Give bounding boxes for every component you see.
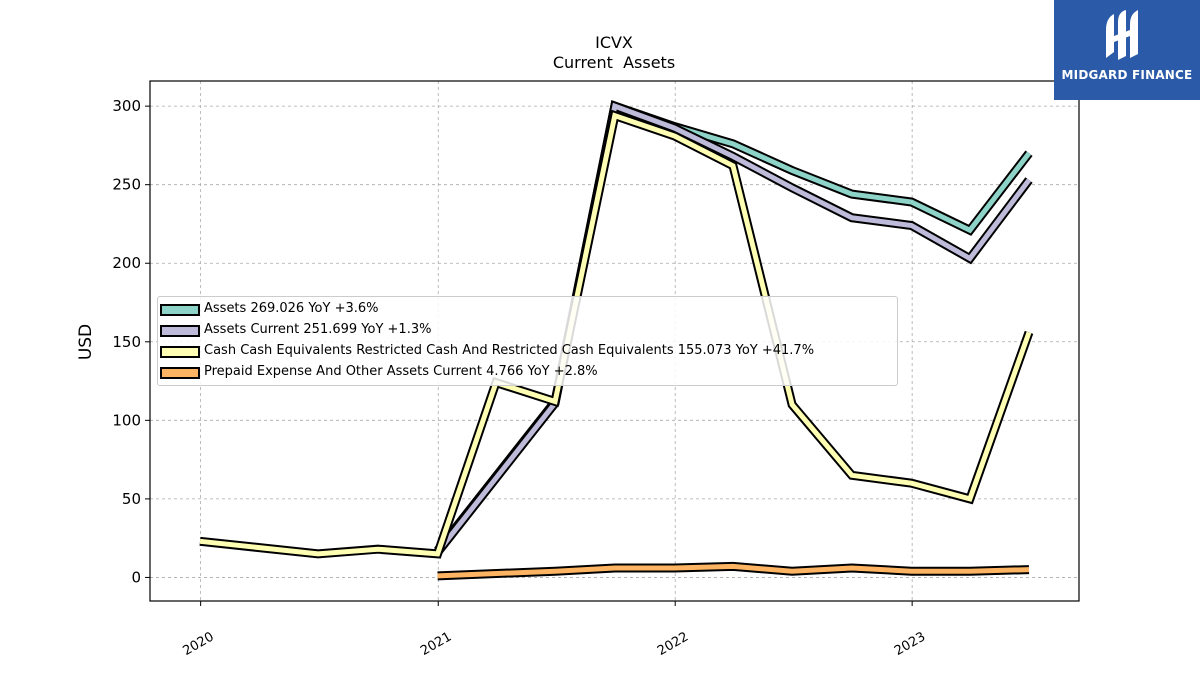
x-tick-label: 2021: [418, 629, 454, 659]
series-line-3: [437, 561, 1030, 581]
x-tick-label: 2022: [655, 629, 691, 659]
legend-swatch-cash: [160, 346, 200, 358]
axis-ticks: 0 50 100 150 200 250 300 2020 2021 2022 2023: [112, 97, 928, 659]
chart-title: ICVX: [595, 33, 633, 52]
legend-label-assets-current: Assets Current 251.699 YoY +1.3%: [204, 322, 432, 337]
y-tick-label: 150: [112, 333, 141, 351]
plot-frame: [149, 80, 1080, 602]
brand-logo-mark-icon: [1106, 10, 1138, 60]
y-tick-label: 300: [112, 97, 141, 115]
legend: Assets 269.026 YoY +3.6% Assets Current …: [157, 296, 898, 386]
x-tick-label: 2020: [180, 629, 216, 659]
brand-logo-text: MIDGARD FINANCE: [1061, 68, 1193, 82]
x-tick-label: 2023: [892, 629, 928, 659]
chart-subtitle: Current Assets: [553, 53, 675, 72]
y-tick-label: 250: [112, 176, 141, 194]
y-tick-label: 200: [112, 254, 141, 272]
brand-logo: MIDGARD FINANCE: [1054, 0, 1200, 100]
y-tick-label: 50: [122, 490, 141, 508]
y-tick-label: 100: [112, 411, 141, 429]
y-tick-label: 0: [131, 568, 141, 586]
series-line-2: [199, 109, 1034, 559]
series-stroke: [437, 563, 1030, 579]
series-stroke: [199, 112, 1032, 557]
y-axis-label: USD: [76, 324, 96, 360]
legend-swatch-prepaid: [160, 367, 200, 379]
series-lines: [199, 100, 1034, 581]
legend-swatch-assets-current: [160, 325, 200, 337]
legend-swatch-assets: [160, 304, 200, 316]
legend-label-assets: Assets 269.026 YoY +3.6%: [204, 301, 379, 316]
legend-label-prepaid: Prepaid Expense And Other Assets Current…: [204, 364, 598, 379]
legend-label-cash: Cash Cash Equivalents Restricted Cash An…: [204, 343, 815, 358]
